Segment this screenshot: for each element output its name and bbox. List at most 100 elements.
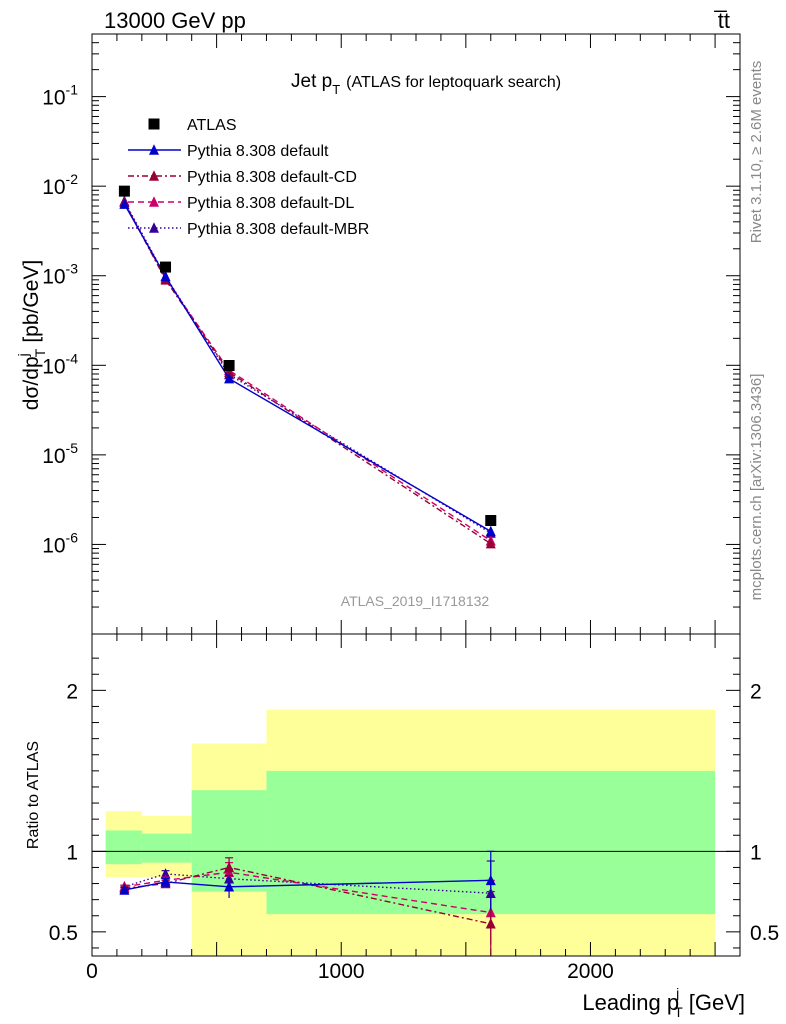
y-tick-label-exponent: -1	[66, 82, 79, 98]
x-axis-label-post: [GeV]	[689, 990, 745, 1015]
y-tick-label: 10-2	[42, 171, 78, 199]
main-y-axis-label-pre: dσ/dp	[20, 356, 43, 410]
plot-title-sub: T	[332, 82, 340, 97]
ratio-y-tick-label: 0.5	[49, 922, 78, 945]
legend-item: Pythia 8.308 default	[128, 143, 329, 160]
plot-title-extra: (ATLAS for leptoquark search)	[346, 74, 561, 91]
y-tick-label-base: 10	[42, 87, 65, 110]
ratio-axis-ticks: 0.5 0.5 1 1 2 2 0 1000 2000	[49, 634, 779, 983]
series-line	[123, 202, 492, 542]
legend-item: Pythia 8.308 default-CD	[128, 169, 357, 186]
data-point	[119, 198, 130, 209]
uncertainty-band-stat	[141, 833, 192, 863]
legend: ATLAS Pythia 8.308 default Pythia 8.308 de…	[128, 117, 369, 238]
ratio-point	[160, 876, 171, 887]
main-series-layer	[118, 185, 497, 549]
ratio-panel: 0.5 0.5 1 1 2 2 0 1000 2000 Ratio to ATLAS Leadi…	[25, 633, 779, 1020]
y-tick-label: 10-6	[42, 529, 78, 557]
plot-title-main: Jet p	[291, 71, 332, 92]
data-point	[485, 515, 497, 527]
y-tick-label-base: 10	[42, 445, 65, 468]
ratio-y-tick-label: 1	[66, 841, 78, 864]
ratio-y-axis-label: Ratio to ATLAS	[25, 741, 42, 849]
legend-marker	[148, 118, 160, 130]
legend-label: Pythia 8.308 default-CD	[187, 169, 357, 186]
header-energy-label: 13000 GeV pp	[104, 8, 246, 33]
data-point	[485, 525, 496, 537]
x-axis-label-pre: Leading p	[582, 990, 679, 1015]
y-tick-label-base: 10	[42, 266, 65, 289]
data-point	[160, 270, 171, 282]
ratio-line	[124, 879, 491, 891]
y-tick-label-exponent: -5	[66, 440, 79, 456]
ratio-y-tick-label-right: 2	[750, 680, 762, 703]
legend-label: Pythia 8.308 default	[187, 143, 329, 160]
y-tick-label: 10-3	[42, 261, 78, 289]
ratio-point	[160, 868, 171, 879]
y-tick-label: 10-5	[42, 440, 78, 468]
series-pythia-8-308-default	[119, 198, 496, 537]
mcplots-label: mcplots.cern.ch [arXiv:1306.3436]	[748, 374, 765, 601]
ratio-point	[224, 881, 235, 892]
x-axis-label-sup: j	[675, 985, 679, 1001]
legend-label: Pythia 8.308 default-DL	[187, 195, 354, 212]
x-axis-label: Leading pj T [GeV]	[582, 985, 745, 1020]
legend-item: ATLAS	[148, 117, 237, 134]
series-line	[123, 202, 492, 545]
y-tick-label-exponent: -4	[66, 350, 79, 366]
x-tick-label: 1000	[318, 960, 365, 983]
y-tick-label-exponent: -3	[66, 261, 79, 277]
series-pythia-8-308-default-mbr	[119, 195, 496, 538]
legend-item: Pythia 8.308 default-DL	[128, 195, 354, 212]
y-tick-label-exponent: -6	[66, 529, 79, 545]
series-atlas	[118, 185, 497, 527]
main-y-axis-label-sub: T	[32, 348, 48, 357]
x-tick-label: 2000	[567, 960, 614, 983]
legend-marker	[149, 144, 159, 155]
ratio-bands	[105, 709, 716, 956]
ratio-line	[124, 871, 491, 914]
data-point	[224, 372, 235, 384]
main-y-axis-label-sup: j	[15, 353, 31, 357]
ratio-frame	[91, 633, 741, 957]
legend-label: Pythia 8.308 default-MBR	[187, 221, 369, 238]
ratio-point	[119, 884, 130, 895]
main-axis-ticks: 10-110-210-310-410-510-6	[42, 33, 741, 635]
series-pythia-8-308-default-dl	[119, 196, 496, 546]
ratio-y-tick-label-right: 1	[750, 841, 762, 864]
ratio-y-tick-label: 2	[66, 680, 78, 703]
y-tick-label-base: 10	[42, 355, 65, 378]
main-panel: 10-110-210-310-410-510-6 Jet pT (ATLAS fo…	[15, 33, 741, 635]
data-point	[160, 261, 172, 273]
ratio-point	[485, 874, 496, 886]
legend-marker	[149, 222, 159, 233]
legend-item: Pythia 8.308 default-MBR	[128, 221, 369, 238]
data-point	[485, 537, 496, 549]
rivet-version-label: Rivet 3.1.10, ≥ 2.6M events	[748, 61, 765, 244]
series-line	[123, 200, 492, 534]
ratio-series-layer	[119, 850, 496, 956]
ratio-point	[485, 918, 496, 929]
legend-marker	[149, 170, 159, 181]
y-tick-label-exponent: -2	[66, 171, 79, 187]
ratio-point	[224, 861, 235, 873]
main-y-axis-label-post: [pb/GeV]	[20, 260, 43, 343]
y-tick-label: 10-1	[42, 82, 78, 110]
x-axis-label-sub: T	[674, 1004, 683, 1020]
y-tick-label: 10-4	[42, 350, 78, 378]
uncertainty-band-stat	[105, 830, 142, 865]
plot-title: Jet pT (ATLAS for leptoquark search)	[291, 71, 561, 97]
legend-label: ATLAS	[187, 117, 237, 134]
ratio-line	[124, 866, 491, 925]
series-line	[123, 203, 492, 532]
data-point	[118, 185, 130, 197]
data-point	[223, 359, 235, 371]
ratio-series-pythia-8-308-default	[119, 850, 496, 910]
series-pythia-8-308-default-cd	[119, 196, 496, 549]
header-process-label: t̅t	[714, 8, 730, 33]
analysis-watermark: ATLAS_2019_I1718132	[341, 593, 490, 609]
legend-marker	[149, 196, 159, 207]
main-y-axis-label: dσ/dpjT [pb/GeV]	[15, 260, 48, 410]
y-tick-label-base: 10	[42, 176, 65, 199]
